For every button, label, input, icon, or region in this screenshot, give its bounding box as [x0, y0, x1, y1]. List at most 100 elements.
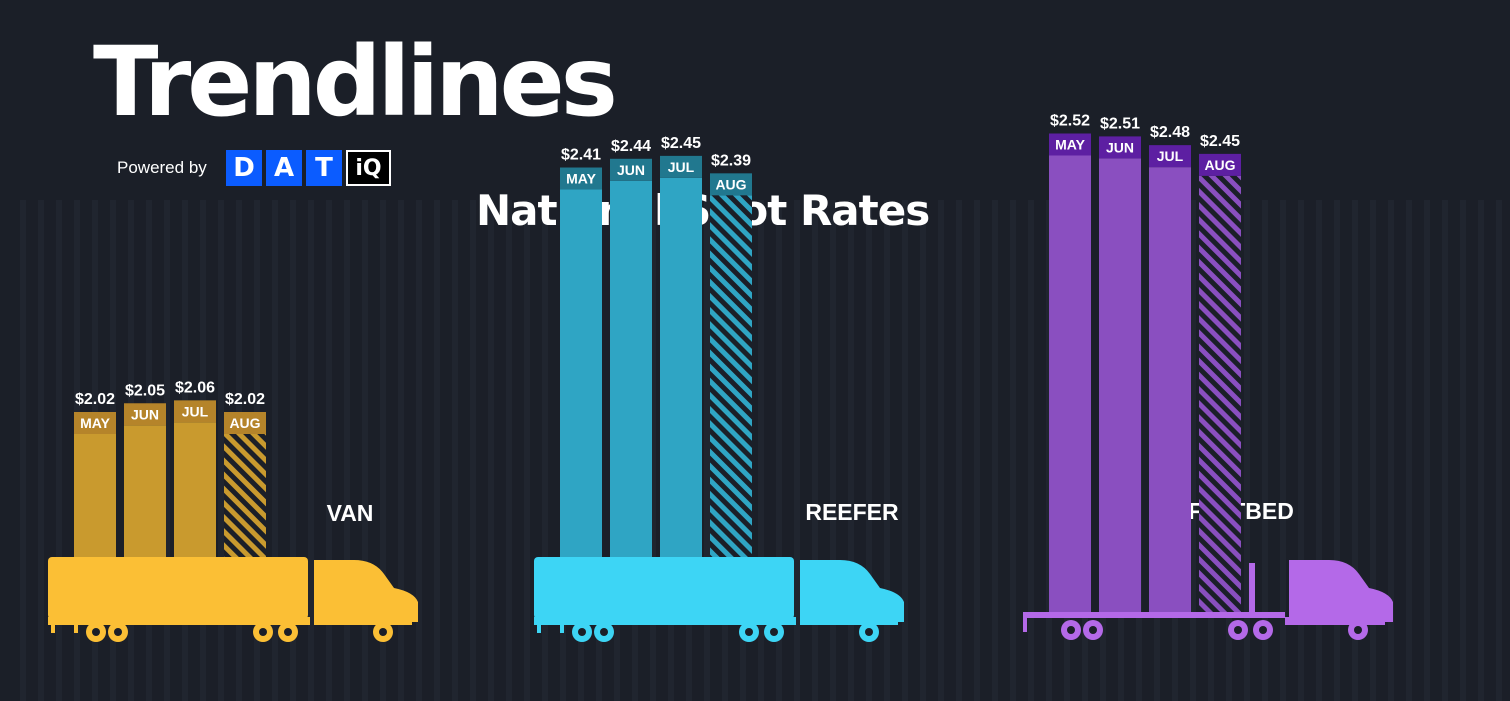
background-stripe	[56, 200, 62, 701]
page-title: Trendlines	[93, 26, 618, 138]
background-stripe	[1280, 200, 1286, 701]
background-stripe	[488, 200, 494, 701]
equipment-label-reefer: REEFER	[805, 499, 899, 525]
background-stripe	[902, 200, 908, 701]
background-stripe	[776, 200, 782, 701]
value-label: $2.48	[1150, 124, 1190, 141]
bar-header-flatbed-jul	[1149, 145, 1191, 168]
background-stripe	[938, 200, 944, 701]
bar-header-reefer-may	[560, 167, 602, 190]
month-label: JUL	[668, 159, 695, 175]
background-stripe	[1442, 200, 1448, 701]
background-stripe	[344, 200, 350, 701]
background-stripe	[416, 200, 422, 701]
powered-by-text: Powered by	[117, 158, 207, 177]
bar-flatbed-may	[1049, 155, 1091, 612]
dat-iq-logo: D A T iQ	[226, 150, 391, 186]
bar-header-reefer-aug	[710, 173, 752, 196]
bar-reefer-may	[560, 189, 602, 557]
background-stripe	[1478, 200, 1484, 701]
truck-van	[48, 557, 418, 642]
month-label: AUG	[715, 176, 746, 192]
background-stripe	[884, 200, 890, 701]
background-stripe	[1352, 200, 1358, 701]
month-label: MAY	[566, 171, 596, 187]
bar-header-van-aug	[224, 412, 266, 434]
background-stripe	[380, 200, 386, 701]
logo-letter-a: A	[266, 150, 302, 186]
background-stripe	[470, 200, 476, 701]
bar-reefer-aug	[710, 195, 752, 557]
background-stripe	[1010, 200, 1016, 701]
background-stripe	[1262, 200, 1268, 701]
background-stripe	[290, 200, 296, 701]
background-stripe	[218, 200, 224, 701]
value-label: $2.02	[75, 391, 115, 408]
background-stripe	[272, 200, 278, 701]
month-label: MAY	[80, 415, 110, 431]
month-label: JUN	[131, 406, 159, 422]
background-stripe	[542, 200, 548, 701]
background-stripe	[1460, 200, 1466, 701]
equipment-label-van: VAN	[327, 500, 374, 526]
month-label: JUN	[1106, 139, 1134, 155]
month-label: AUG	[229, 415, 260, 431]
background-stripe	[308, 200, 314, 701]
truck-reefer	[534, 557, 904, 642]
logo-letter-d: D	[226, 150, 262, 186]
background-stripe	[1244, 200, 1250, 701]
background-stripe	[956, 200, 962, 701]
bar-header-van-jul	[174, 400, 216, 423]
truck-flatbed	[1023, 560, 1393, 640]
bar-van-may	[74, 434, 116, 557]
bar-flatbed-jul	[1149, 167, 1191, 612]
background-stripe	[848, 200, 854, 701]
background-stripe	[1406, 200, 1412, 701]
value-label: $2.06	[175, 379, 215, 396]
value-label: $2.02	[225, 391, 265, 408]
background-stripe	[830, 200, 836, 701]
background-stripe	[992, 200, 998, 701]
month-label: JUN	[617, 162, 645, 178]
background-stripe	[1370, 200, 1376, 701]
bar-header-reefer-jul	[660, 155, 702, 178]
bar-header-van-may	[74, 412, 116, 434]
bar-reefer-jul	[660, 177, 702, 557]
month-label: JUL	[1157, 148, 1184, 164]
background-stripe	[866, 200, 872, 701]
bar-header-van-jun	[124, 403, 166, 426]
bar-van-jun	[124, 425, 166, 557]
bar-van-jul	[174, 422, 216, 557]
background-stripe	[164, 200, 170, 701]
logo-iq: iQ	[346, 150, 391, 186]
background-stripe	[758, 200, 764, 701]
chart-subtitle: National Spot Rates	[476, 186, 930, 235]
logo-letter-t: T	[306, 150, 342, 186]
background-stripe	[524, 200, 530, 701]
bar-flatbed-aug	[1199, 175, 1241, 612]
background-stripe	[38, 200, 44, 701]
background-stripe	[1424, 200, 1430, 701]
background-stripe	[1388, 200, 1394, 701]
bar-reefer-jun	[610, 180, 652, 557]
bar-header-flatbed-aug	[1199, 153, 1241, 176]
value-label: $2.51	[1100, 115, 1140, 132]
background-stripe	[398, 200, 404, 701]
background-stripe	[1334, 200, 1340, 701]
background-stripe	[920, 200, 926, 701]
month-label: AUG	[1204, 157, 1235, 173]
value-label: $2.44	[611, 138, 651, 155]
background-stripe	[452, 200, 458, 701]
bar-flatbed-jun	[1099, 158, 1141, 612]
background-stripe	[704, 200, 710, 701]
background-stripe	[362, 200, 368, 701]
background-stripe	[650, 200, 656, 701]
value-label: $2.52	[1050, 113, 1090, 130]
background-stripe	[974, 200, 980, 701]
bar-van-aug	[224, 434, 266, 557]
background-stripe	[326, 200, 332, 701]
bar-header-reefer-jun	[610, 158, 652, 181]
background-stripe	[20, 200, 26, 701]
value-label: $2.05	[125, 382, 165, 399]
